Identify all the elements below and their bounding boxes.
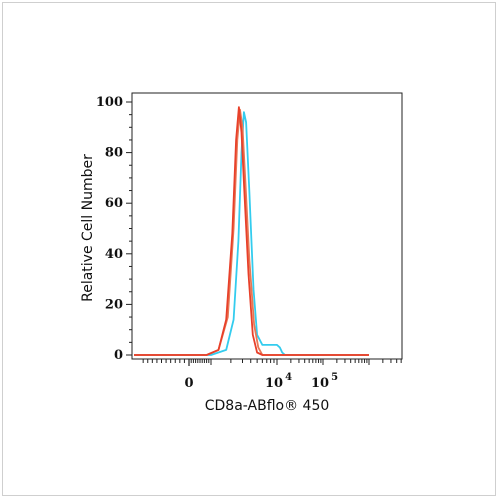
y-tick-label: 0: [114, 348, 123, 363]
y-tick-label: 20: [105, 297, 123, 312]
x-tick-label: 0: [184, 376, 193, 391]
y-tick-label: 100: [96, 95, 123, 110]
x-axis: 0 10 4 10 5: [142, 359, 402, 391]
y-axis: 0 20 40 60 80 100: [96, 95, 132, 363]
y-tick-label: 60: [105, 196, 123, 211]
y-tick-label: 80: [105, 146, 123, 161]
x-tick-label: 10 4: [265, 372, 292, 391]
plot-area: [131, 92, 403, 360]
x-axis-title: CD8a-ABflo® 450: [205, 398, 330, 414]
y-axis-title: Relative Cell Number: [80, 154, 96, 302]
x-tick-label: 10 5: [311, 372, 338, 391]
y-tick-label: 40: [105, 247, 123, 262]
series-line-1: [134, 111, 369, 356]
series-line-3: [134, 106, 369, 356]
series-group: [134, 106, 369, 356]
